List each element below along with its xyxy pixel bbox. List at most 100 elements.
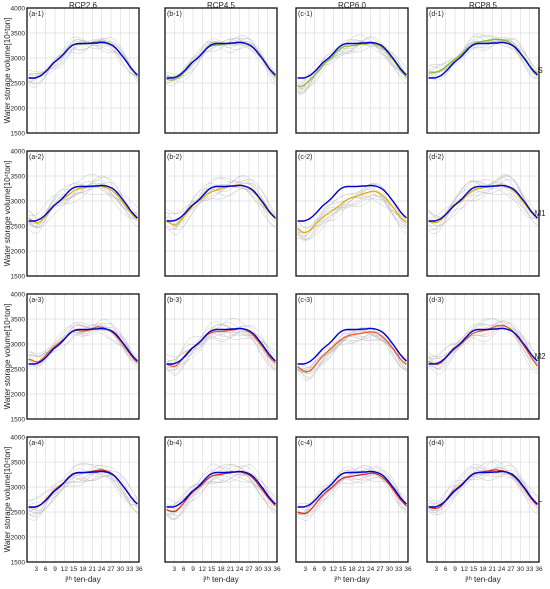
x-tick-label: 21 (89, 566, 97, 573)
x-tick-label: 30 (255, 566, 263, 573)
panel-frame (426, 436, 540, 563)
x-tick-label: 9 (453, 566, 457, 573)
baseline-line (166, 184, 276, 222)
column-title: RCP8.5 (469, 1, 498, 10)
ensemble-line (428, 35, 538, 78)
baseline-line (297, 470, 407, 508)
ensemble-line (28, 185, 138, 234)
baseline-line (28, 470, 138, 508)
ensemble-line (28, 39, 138, 85)
ensemble-line (166, 41, 276, 81)
panel: (b-4)3 6 9 12 15 18 21 24 27 30 33 36 (164, 436, 281, 573)
x-tick-label: 24 (236, 566, 244, 573)
x-tick-label: 36 (273, 566, 281, 573)
ensemble-line (166, 42, 276, 87)
ensemble-line (297, 330, 407, 379)
panel-frame (164, 7, 278, 134)
baseline-line (28, 327, 138, 365)
x-tick-label: 30 (386, 566, 394, 573)
baseline-line (428, 327, 538, 365)
x-tick-label: 18 (79, 566, 87, 573)
panel: 4000 3500 3000 2500 2000 1500 (a-1) (11, 6, 140, 138)
scenario-mean-line (28, 185, 138, 224)
x-tick-label: 33 (395, 566, 403, 573)
ensemble-line (428, 326, 538, 372)
y-tick-label: 3000 (11, 199, 26, 206)
x-tick-label: 27 (245, 566, 253, 573)
y-tick-label: 3000 (11, 485, 26, 492)
y-tick-label: 3500 (11, 31, 26, 38)
ensemble-line (28, 181, 138, 224)
panel-frame (26, 436, 140, 563)
x-tick-label: 30 (517, 566, 525, 573)
y-axis-label: Water storage volume[10⁴ton] (3, 447, 12, 553)
panel: (c-1) (295, 7, 409, 134)
ensemble-line (428, 183, 538, 230)
ensemble-line (428, 460, 538, 511)
ensemble-line (297, 476, 407, 517)
x-tick-label: 18 (348, 566, 356, 573)
ensemble-line (166, 323, 276, 362)
column-title: RCP2.6 (69, 1, 98, 10)
scenario-mean-line (297, 42, 407, 88)
y-tick-label: 3500 (11, 317, 26, 324)
y-tick-label: 2000 (11, 392, 26, 399)
y-tick-label: 4000 (11, 149, 26, 156)
panel: (c-4)3 6 9 12 15 18 21 24 27 30 33 36 (295, 436, 412, 573)
ensemble-line (28, 465, 138, 511)
y-tick-label: 3500 (11, 460, 26, 467)
ensemble-line (166, 466, 276, 508)
x-tick-label: 9 (53, 566, 57, 573)
ensemble-line (428, 461, 538, 508)
x-tick-label: 18 (479, 566, 487, 573)
y-tick-label: 4000 (11, 6, 26, 13)
baseline-line (297, 41, 407, 79)
panel-frame (26, 7, 140, 134)
row-label: M2 (534, 352, 546, 361)
x-tick-label: 21 (358, 566, 366, 573)
ensemble-line (297, 190, 407, 240)
ensemble-line (28, 475, 138, 514)
ensemble-line (166, 330, 276, 370)
row-label: M1 (534, 209, 546, 218)
baseline-line (428, 470, 538, 508)
ensemble-line (428, 39, 538, 79)
panel: (d-4)3 6 9 12 15 18 21 24 27 30 33 36 (426, 436, 543, 573)
panel: 4000 3500 3000 2500 2000 1500 (a-3) (11, 292, 140, 424)
x-tick-label: 24 (98, 566, 106, 573)
ensemble-line (428, 38, 538, 79)
x-tick-label: 18 (217, 566, 225, 573)
ensemble-line (297, 195, 407, 240)
ensemble-line (166, 475, 276, 515)
ensemble-line (28, 174, 138, 216)
ensemble-line (428, 318, 538, 359)
baseline-line (28, 184, 138, 222)
ensemble-line (166, 39, 276, 84)
y-tick-label: 2500 (11, 81, 26, 88)
ensemble-line (28, 469, 138, 521)
x-tick-label: 12 (461, 566, 469, 573)
x-tick-label: 12 (61, 566, 69, 573)
ensemble-line (428, 324, 538, 365)
y-tick-label: 2500 (11, 224, 26, 231)
panel-frame (295, 7, 409, 134)
y-tick-label: 3500 (11, 174, 26, 181)
baseline-line (166, 327, 276, 365)
ensemble-line (28, 323, 138, 365)
panel-frame (26, 293, 140, 420)
scenario-mean-line (297, 331, 407, 373)
panel-frame (164, 436, 278, 563)
x-tick-label: 21 (489, 566, 497, 573)
panel-label: (d-1) (429, 11, 444, 18)
panel-frame (295, 293, 409, 420)
ensemble-line (428, 326, 538, 375)
y-tick-label: 1500 (11, 131, 26, 138)
x-tick-label: 24 (367, 566, 375, 573)
panel-frame (164, 150, 278, 277)
ensemble-line (28, 192, 138, 229)
y-tick-label: 2000 (11, 535, 26, 542)
x-tick-label: 9 (322, 566, 326, 573)
panel: (c-2) (295, 150, 409, 277)
x-tick-label: 3 (304, 566, 308, 573)
